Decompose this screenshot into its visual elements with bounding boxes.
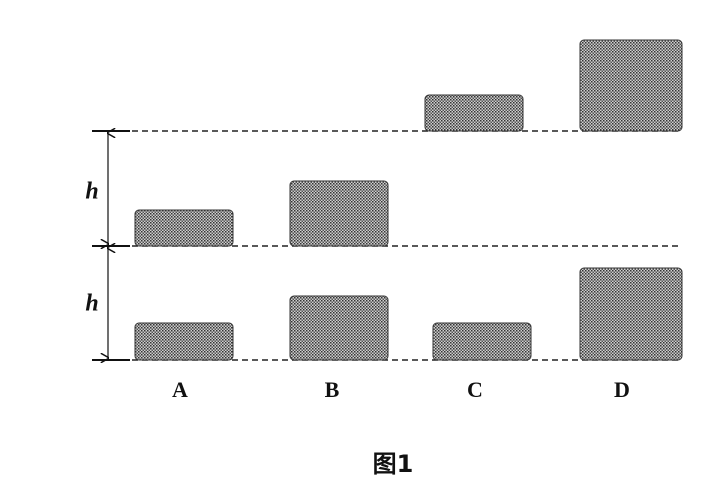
block bbox=[289, 295, 389, 361]
block bbox=[432, 322, 532, 361]
height-label: h bbox=[85, 179, 98, 205]
column-label: D bbox=[614, 377, 630, 402]
height-label: h bbox=[85, 291, 98, 317]
column-label: C bbox=[467, 377, 483, 402]
block bbox=[134, 209, 234, 247]
column-label: B bbox=[325, 377, 340, 402]
column-label: A bbox=[172, 377, 188, 402]
caption: 图1 bbox=[373, 450, 414, 478]
block bbox=[424, 94, 524, 132]
blocks bbox=[134, 39, 683, 361]
block bbox=[579, 39, 683, 132]
block bbox=[134, 322, 234, 361]
block bbox=[579, 267, 683, 361]
block bbox=[289, 180, 389, 247]
